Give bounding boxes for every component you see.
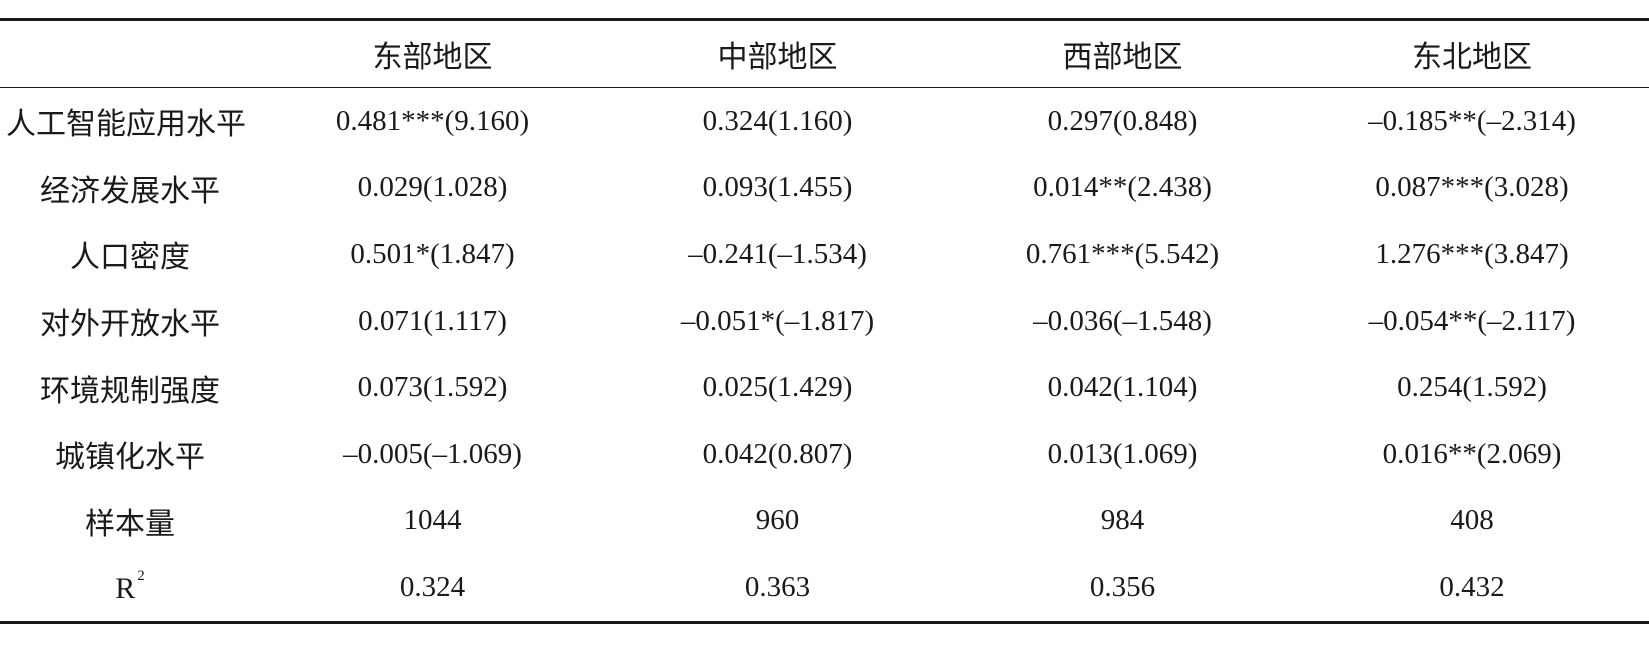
table-cell: 0.254(1.592)	[1397, 371, 1547, 404]
row-label: 人工智能应用水平	[6, 108, 246, 142]
table-cell: 0.324	[399, 570, 466, 603]
table-row: 环境规制强度 0.073(1.592) 0.025(1.429) 0.042(1…	[0, 354, 1649, 421]
table-cell: 960	[755, 504, 800, 537]
table-cell: 0.042(0.807)	[702, 437, 853, 470]
r-symbol: R	[115, 572, 136, 606]
table-row: 人工智能应用水平 0.481***(9.160) 0.324(1.160) 0.…	[0, 88, 1649, 155]
header-northeast: 东北地区	[1412, 41, 1532, 74]
table-cell: –0.005(–1.069)	[343, 437, 522, 470]
table-cell: 0.016**(2.069)	[1382, 437, 1562, 470]
table-cell: 0.071(1.117)	[358, 304, 507, 337]
header-row: 东部地区 中部地区 西部地区 东北地区	[0, 19, 1649, 88]
row-label: 样本量	[85, 507, 175, 541]
table-cell: 0.029(1.028)	[357, 171, 508, 204]
row-label: 环境规制强度	[40, 374, 220, 408]
table-cell: –0.036(–1.548)	[1033, 304, 1212, 337]
row-label: 城镇化水平	[55, 441, 205, 475]
table-cell: –0.185**(–2.314)	[1368, 104, 1576, 137]
table-cell: 0.297(0.848)	[1047, 104, 1198, 137]
table-row: 对外开放水平 0.071(1.117) –0.051*(–1.817) –0.0…	[0, 288, 1649, 355]
table-cell: 0.363	[744, 570, 811, 603]
table-cell: 0.025(1.429)	[702, 371, 853, 404]
table-row: 城镇化水平 –0.005(–1.069) 0.042(0.807) 0.013(…	[0, 421, 1649, 488]
superscript-two: 2	[137, 568, 145, 585]
table-cell: 0.087***(3.028)	[1375, 171, 1569, 204]
table-cell: 0.073(1.592)	[357, 371, 508, 404]
table-cell: –0.054**(–2.117)	[1368, 304, 1576, 337]
row-label: 经济发展水平	[40, 174, 220, 208]
table-cell: 0.093(1.455)	[702, 171, 853, 204]
table-cell: 0.356	[1089, 570, 1156, 603]
table-cell: 0.014**(2.438)	[1033, 171, 1212, 204]
header-east: 东部地区	[372, 41, 493, 74]
table-cell: 984	[1100, 504, 1145, 537]
row-label: 对外开放水平	[40, 308, 220, 342]
table-row: 样本量 1044 960 984 408	[0, 488, 1649, 555]
table-cell: –0.051*(–1.817)	[680, 304, 875, 337]
table-cell: 408	[1450, 504, 1494, 537]
row-label: 人口密度	[70, 241, 190, 275]
header-west: 西部地区	[1062, 41, 1183, 74]
regional-regression-table: 东部地区 中部地区 西部地区 东北地区 人工智能应用水平 0.481***(9.…	[0, 18, 1649, 624]
header-blank	[0, 20, 260, 88]
table-cell: 0.501*(1.847)	[350, 237, 515, 270]
table-row: 人口密度 0.501*(1.847) –0.241(–1.534) 0.761*…	[0, 221, 1649, 288]
table-cell: 0.013(1.069)	[1047, 437, 1198, 470]
header-central: 中部地区	[717, 41, 838, 74]
table-row: 经济发展水平 0.029(1.028) 0.093(1.455) 0.014**…	[0, 155, 1649, 222]
table-cell: –0.241(–1.534)	[688, 237, 867, 270]
table-cell: 1044	[403, 504, 462, 537]
regression-table-container: 东部地区 中部地区 西部地区 东北地区 人工智能应用水平 0.481***(9.…	[0, 18, 1649, 624]
table-cell: 0.324(1.160)	[702, 104, 853, 137]
table-cell: 0.481***(9.160)	[335, 104, 530, 137]
table-cell: 1.276***(3.847)	[1375, 237, 1569, 270]
table-cell: 0.432	[1439, 570, 1505, 603]
table-cell: 0.761***(5.542)	[1025, 237, 1220, 270]
table-cell: 0.042(1.104)	[1047, 371, 1198, 404]
